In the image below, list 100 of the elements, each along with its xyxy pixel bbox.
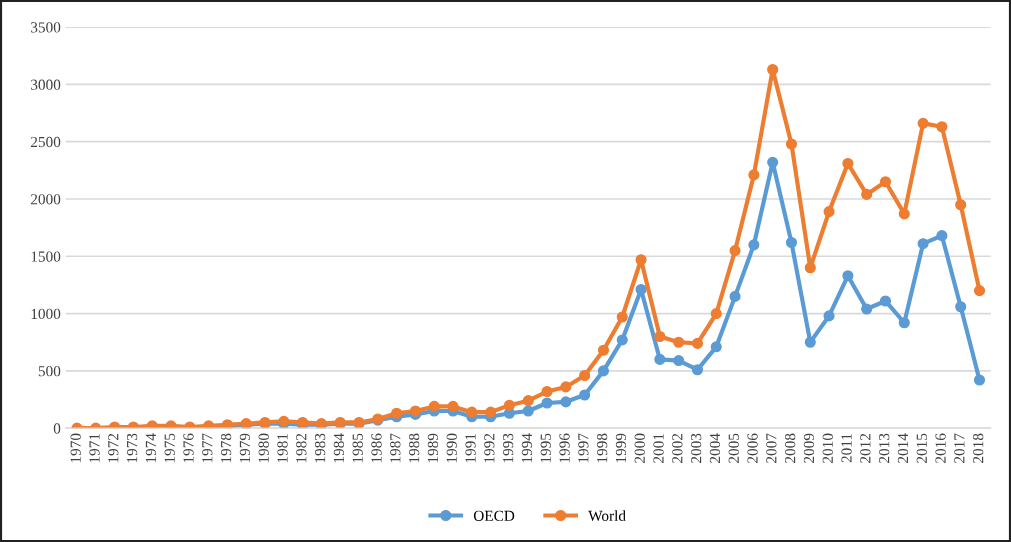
point	[654, 330, 666, 343]
x-tick-label: 2004	[709, 433, 721, 463]
x-tick-label: 1971	[89, 433, 100, 463]
point	[560, 396, 572, 408]
point	[654, 353, 666, 365]
point	[842, 270, 854, 282]
x-tick-label: 1985	[352, 433, 363, 463]
x-tick-label: 1997	[578, 433, 589, 463]
x-tick-label: 2007	[766, 433, 777, 463]
x-tick-label: 1989	[427, 433, 439, 463]
x-tick-label: 2015	[916, 433, 927, 463]
legend-label: OECD	[473, 510, 515, 521]
point	[729, 290, 741, 302]
y-tick-label: 500	[38, 366, 61, 377]
x-tick-label: 1972	[108, 433, 119, 463]
point	[503, 399, 516, 411]
point	[898, 208, 910, 220]
x-tick-label: 2014	[897, 433, 909, 463]
point	[973, 285, 986, 297]
x-tick-label: 1998	[596, 433, 608, 463]
x-tick-label: 1991	[465, 433, 476, 463]
x-tick-label: 2012	[860, 433, 871, 463]
x-tick-label: 1992	[484, 433, 495, 463]
point	[146, 420, 158, 429]
point	[823, 310, 835, 322]
point	[710, 341, 722, 353]
x-tick-label: 2009	[803, 433, 815, 463]
x-tick-label: 1987	[390, 433, 401, 463]
x-tick-label: 1976	[183, 433, 194, 463]
point	[391, 407, 403, 419]
point	[597, 365, 610, 377]
point	[616, 311, 628, 323]
point	[917, 117, 929, 129]
x-tick-label: 1980	[258, 433, 269, 463]
point	[955, 199, 967, 211]
x-tick-label: 2008	[784, 433, 796, 463]
point	[597, 344, 610, 356]
point	[165, 420, 177, 429]
point	[673, 336, 685, 348]
point	[710, 308, 722, 320]
point	[823, 206, 835, 218]
x-tick-label: 1994	[521, 433, 533, 463]
point	[842, 157, 854, 170]
x-tick-label: 1970	[70, 433, 81, 463]
y-tick-label: 1000	[31, 308, 61, 320]
x-tick-label: 1973	[126, 433, 138, 463]
x-tick-label: 1986	[371, 433, 382, 463]
point	[428, 400, 440, 412]
x-tick-label: 2017	[954, 433, 965, 463]
point	[466, 406, 478, 418]
point	[879, 176, 892, 188]
x-tick-label: 2011	[841, 433, 852, 463]
point	[485, 406, 497, 418]
point	[785, 138, 798, 150]
x-tick-label: 1978	[220, 433, 232, 463]
x-tick-label: 2003	[690, 433, 702, 463]
y-tick-label: 2500	[30, 136, 61, 148]
point	[616, 334, 628, 346]
x-tick-label: 1979	[239, 433, 251, 463]
x-tick-label: 1995	[540, 433, 551, 463]
point	[748, 239, 760, 251]
point	[522, 395, 534, 407]
point	[748, 169, 760, 181]
point	[936, 230, 948, 242]
point	[635, 254, 647, 266]
x-tick-label: 2013	[879, 433, 890, 463]
x-tick-label: 1981	[277, 433, 288, 463]
point	[973, 374, 986, 386]
point	[767, 63, 779, 76]
y-tick-label: 2000	[30, 194, 61, 205]
x-tick-label: 2002	[672, 433, 683, 463]
y-tick-label: 0	[53, 423, 61, 434]
x-tick-label: 1988	[408, 433, 420, 463]
x-tick-label: 1983	[314, 433, 326, 463]
x-tick-label: 2000	[634, 433, 645, 463]
point	[691, 337, 704, 349]
point	[955, 301, 967, 313]
point	[541, 385, 553, 398]
point	[560, 381, 572, 393]
x-tick-label: 2018	[973, 433, 984, 463]
x-tick-label: 1990	[446, 433, 457, 463]
x-tick-label: 1975	[164, 433, 175, 463]
y-tick-label: 3500	[31, 22, 61, 33]
point	[917, 238, 929, 250]
y-tick-label: 3000	[31, 79, 61, 90]
x-tick-label: 1999	[615, 433, 627, 463]
point	[879, 295, 892, 307]
x-tick-label: 1977	[202, 433, 213, 463]
point	[522, 405, 534, 417]
point	[447, 400, 459, 412]
point	[767, 156, 779, 168]
x-tick-label: 2001	[653, 433, 664, 463]
point	[785, 236, 798, 249]
x-tick-label: 1982	[296, 433, 307, 463]
x-tick-label: 2010	[822, 433, 833, 463]
point	[898, 317, 910, 329]
point	[936, 121, 948, 133]
x-tick-label: 1996	[559, 433, 570, 463]
point	[541, 397, 553, 409]
x-tick-label: 1993	[503, 433, 514, 463]
